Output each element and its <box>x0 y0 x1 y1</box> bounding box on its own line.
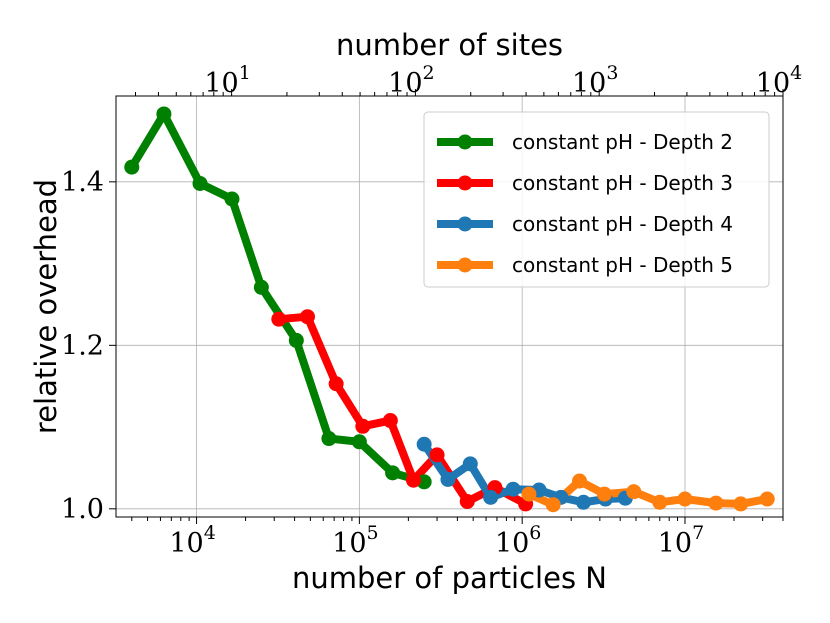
plot-frame <box>115 95 784 518</box>
legend-swatch-marker <box>457 134 473 150</box>
data-point-depth-4 <box>462 456 478 472</box>
data-point-depth-2 <box>192 175 208 191</box>
legend-swatch-marker <box>457 257 473 273</box>
data-point-depth-5 <box>545 497 561 513</box>
data-point-depth-5 <box>572 473 588 489</box>
series-markers <box>124 106 775 513</box>
data-point-depth-4 <box>575 494 591 510</box>
data-point-depth-4 <box>416 436 432 452</box>
data-point-depth-2 <box>288 332 304 348</box>
top-tick-label-base: 10 <box>204 68 238 99</box>
legend-swatch-marker <box>457 175 473 191</box>
x-tick-label-base: 10 <box>169 528 203 559</box>
legend-label: constant pH - Depth 2 <box>512 130 733 154</box>
data-point-depth-3 <box>328 376 344 392</box>
data-point-depth-3 <box>355 418 371 434</box>
data-point-depth-5 <box>596 486 612 502</box>
top-tick-label-exp: 1 <box>239 62 251 84</box>
top-tick-label: 102 <box>388 62 434 99</box>
legend: constant pH - Depth 2 constant pH - Depth… <box>423 111 770 288</box>
top-tick-label-exp: 2 <box>423 62 435 84</box>
data-point-depth-3 <box>459 493 475 509</box>
top-tick-label-base: 10 <box>572 68 606 99</box>
x-tick-label: 107 <box>658 522 704 559</box>
data-point-depth-5 <box>733 496 749 512</box>
data-point-depth-5 <box>759 491 775 507</box>
x-tick-label-base: 10 <box>658 528 692 559</box>
data-point-depth-3 <box>405 472 421 488</box>
x-tick-label-exp: 5 <box>367 522 379 544</box>
legend-label: constant pH - Depth 3 <box>512 171 733 195</box>
y-tick-label: 1.2 <box>61 330 104 361</box>
x-tick-label-exp: 4 <box>204 522 216 544</box>
data-point-depth-2 <box>124 159 140 175</box>
data-point-depth-5 <box>652 494 668 510</box>
x-tick-label-base: 10 <box>332 528 366 559</box>
data-point-depth-5 <box>626 484 642 500</box>
x-tick-label-base: 10 <box>495 528 529 559</box>
y-axis-label: relative overhead <box>29 179 63 434</box>
top-tick-label-exp: 3 <box>606 62 618 84</box>
data-point-depth-2 <box>253 279 269 295</box>
x-tick-label-exp: 7 <box>692 522 704 544</box>
data-point-depth-5 <box>521 486 537 502</box>
x-tick-label: 105 <box>332 522 378 559</box>
data-point-depth-2 <box>351 434 367 450</box>
legend-label: constant pH - Depth 5 <box>512 253 733 277</box>
data-point-depth-5 <box>677 491 693 507</box>
top-tick-label-exp: 4 <box>790 62 802 84</box>
data-point-depth-2 <box>385 465 401 481</box>
data-point-depth-3 <box>429 447 445 463</box>
x-tick-label-exp: 6 <box>529 522 541 544</box>
legend-swatch-marker <box>457 216 473 232</box>
data-point-depth-3 <box>271 311 287 327</box>
data-point-depth-4 <box>440 471 456 487</box>
top-tick-label-base: 10 <box>756 68 790 99</box>
data-point-depth-2 <box>321 431 337 447</box>
series-line-depth-3 <box>274 312 530 508</box>
legend-box <box>423 111 770 288</box>
top-tick-label: 104 <box>756 62 802 99</box>
y-tick-label: 1.4 <box>61 167 104 198</box>
top-tick-label: 103 <box>572 62 618 99</box>
top-axis-label: number of sites <box>336 28 563 62</box>
data-point-depth-4 <box>483 489 499 505</box>
top-tick-label: 101 <box>204 62 250 99</box>
data-point-depth-3 <box>299 309 315 325</box>
top-tick-label-base: 10 <box>388 68 422 99</box>
legend-label: constant pH - Depth 4 <box>512 212 733 236</box>
data-point-depth-2 <box>156 106 172 122</box>
data-point-depth-2 <box>224 191 240 207</box>
x-tick-label: 106 <box>495 522 541 559</box>
x-tick-label: 104 <box>169 522 215 559</box>
data-point-depth-3 <box>382 413 398 429</box>
data-point-depth-5 <box>708 495 724 511</box>
x-axis-label: number of particles N <box>292 561 607 595</box>
data-point-depth-4 <box>505 481 521 497</box>
y-tick-label: 1.0 <box>61 494 104 525</box>
